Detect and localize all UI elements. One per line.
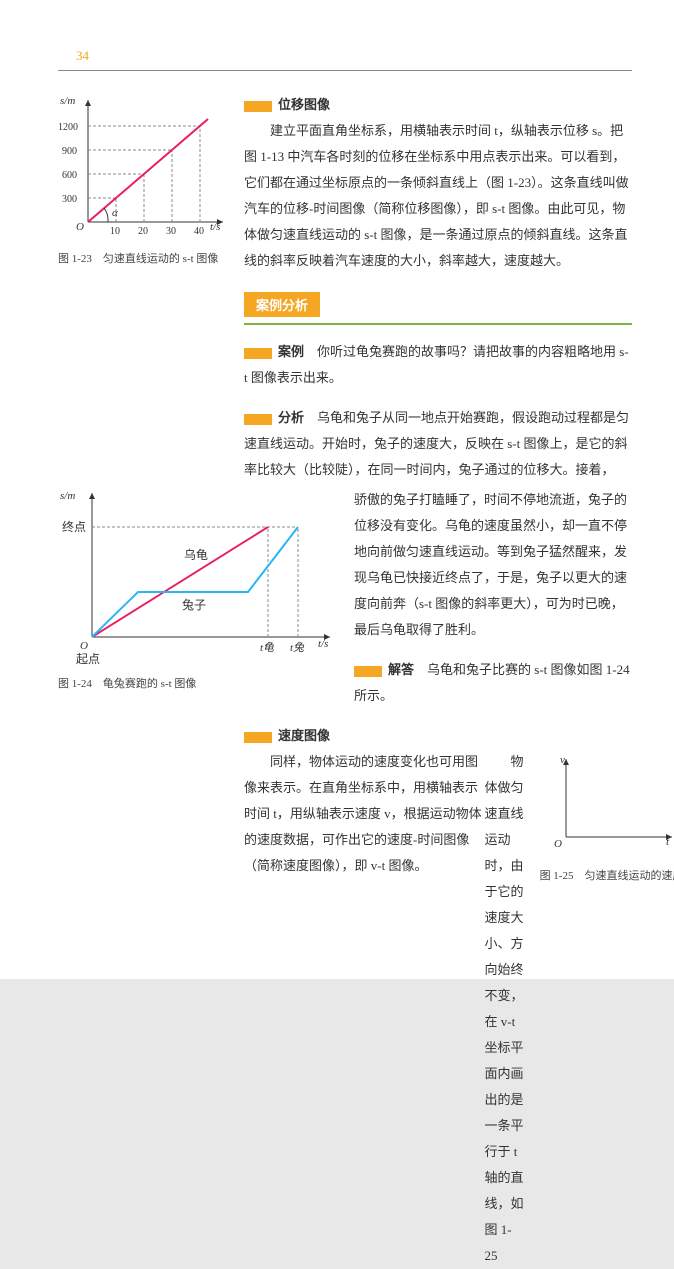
svg-text:30: 30	[166, 226, 176, 237]
chart2-row: s/m t/s O	[58, 487, 632, 709]
chart2-svg: s/m t/s O	[58, 487, 338, 667]
chart3-col: v t O 图 1-25 匀速直线运动的速度图像	[540, 749, 674, 1269]
section2-body2: 物体做匀速直线运动时，由于它的速度大小、方向始终不变，在 v-t 坐标平面内画出…	[485, 749, 524, 1269]
chart3-caption: 图 1-25 匀速直线运动的速度图像	[540, 868, 674, 885]
chart2-col: s/m t/s O	[58, 487, 338, 709]
svg-text:终点: 终点	[62, 519, 86, 534]
analysis-body2: 骄傲的兔子打瞌睡了，时间不停地流逝，兔子的位移没有变化。乌龟的速度虽然小，却一直…	[354, 487, 632, 643]
svg-text:t龟: t龟	[260, 641, 274, 654]
answer-title: 解答	[388, 662, 414, 677]
svg-text:α: α	[112, 207, 118, 219]
svg-text:10: 10	[110, 226, 120, 237]
case-title: 案例	[278, 344, 304, 359]
section1-body: 建立平面直角坐标系，用横轴表示时间 t，纵轴表示位移 s。把图 1-13 中汽车…	[244, 118, 632, 274]
svg-text:t兔: t兔	[290, 641, 305, 654]
case-block: 案例 你听过龟兔赛跑的故事吗？请把故事的内容粗略地用 s-t 图像表示出来。	[244, 339, 632, 391]
marker-icon	[244, 414, 272, 425]
top-rule	[58, 70, 632, 71]
svg-text:300: 300	[62, 194, 77, 205]
marker-icon	[244, 732, 272, 743]
svg-text:t/s: t/s	[318, 638, 328, 650]
svg-text:s/m: s/m	[60, 490, 75, 502]
svg-text:20: 20	[138, 226, 148, 237]
marker-icon	[354, 666, 382, 677]
case-header: 案例分析	[244, 292, 632, 317]
section2-title: 速度图像	[278, 728, 330, 743]
analysis-top: 分析 乌龟和兔子从同一地点开始赛跑，假设跑动过程都是匀速直线运动。开始时，兔子的…	[244, 405, 632, 483]
section2-row: 物体做匀速直线运动时，由于它的速度大小、方向始终不变，在 v-t 坐标平面内画出…	[485, 749, 632, 1269]
svg-text:起点: 起点	[76, 652, 100, 666]
svg-text:1200: 1200	[58, 122, 78, 133]
section1-text: 位移图像 建立平面直角坐标系，用横轴表示时间 t，纵轴表示位移 s。把图 1-1…	[244, 92, 632, 274]
section2-body1: 同样，物体运动的速度变化也可用图像来表示。在直角坐标系中，用横轴表示时间 t，用…	[244, 749, 485, 879]
chart1-ylabel: s/m	[60, 95, 75, 107]
chart1-col: s/m t/s O 300 600 900 1200 1	[58, 92, 228, 274]
svg-text:40: 40	[194, 226, 204, 237]
chart3-svg: v t O	[540, 749, 674, 859]
chart2-caption: 图 1-24 龟兔赛跑的 s-t 图像	[58, 676, 338, 693]
analysis-title: 分析	[278, 410, 304, 425]
chart1-origin: O	[76, 221, 84, 233]
chart1-caption: 图 1-23 匀速直线运动的 s-t 图像	[58, 251, 228, 268]
marker-icon	[244, 348, 272, 359]
svg-text:兔子: 兔子	[182, 597, 206, 612]
page-number: 34	[76, 48, 89, 64]
svg-text:O: O	[554, 838, 562, 850]
marker-icon	[244, 101, 272, 112]
chart1-svg: s/m t/s O 300 600 900 1200 1	[58, 92, 228, 242]
analysis-side: 骄傲的兔子打瞌睡了，时间不停地流逝，兔子的位移没有变化。乌龟的速度虽然小，却一直…	[354, 487, 632, 709]
section2-head: 速度图像 同样，物体运动的速度变化也可用图像来表示。在直角坐标系中，用横轴表示时…	[244, 723, 632, 749]
page: 34 s/m t/s O 300	[0, 0, 674, 979]
section1-title: 位移图像	[278, 97, 330, 112]
svg-text:600: 600	[62, 170, 77, 181]
case-badge: 案例分析	[244, 292, 320, 317]
svg-text:O: O	[80, 640, 88, 652]
svg-text:乌龟: 乌龟	[184, 547, 208, 562]
svg-text:900: 900	[62, 146, 77, 157]
green-divider	[244, 323, 632, 325]
content-area: s/m t/s O 300 600 900 1200 1	[58, 92, 632, 1269]
section-1: s/m t/s O 300 600 900 1200 1	[58, 92, 632, 274]
section2-body2-col: 物体做匀速直线运动时，由于它的速度大小、方向始终不变，在 v-t 坐标平面内画出…	[485, 749, 524, 1269]
